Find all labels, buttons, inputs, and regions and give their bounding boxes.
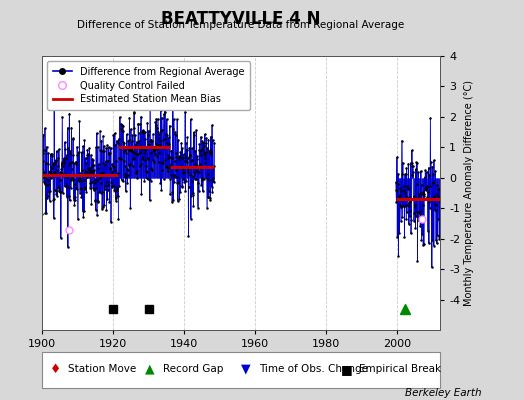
- Y-axis label: Monthly Temperature Anomaly Difference (°C): Monthly Temperature Anomaly Difference (…: [464, 80, 474, 306]
- Text: ■: ■: [341, 363, 352, 376]
- Text: BEATTYVILLE 4 N: BEATTYVILLE 4 N: [161, 10, 321, 28]
- Text: Empirical Break: Empirical Break: [358, 364, 441, 374]
- FancyBboxPatch shape: [42, 352, 440, 388]
- Text: Difference of Station Temperature Data from Regional Average: Difference of Station Temperature Data f…: [78, 20, 405, 30]
- Legend: Difference from Regional Average, Quality Control Failed, Estimated Station Mean: Difference from Regional Average, Qualit…: [47, 61, 250, 110]
- Text: Time of Obs. Change: Time of Obs. Change: [259, 364, 368, 374]
- Text: Berkeley Earth: Berkeley Earth: [406, 388, 482, 398]
- Text: Station Move: Station Move: [68, 364, 136, 374]
- Text: Record Gap: Record Gap: [163, 364, 224, 374]
- Text: ▼: ▼: [241, 363, 250, 376]
- Text: ▲: ▲: [146, 363, 155, 376]
- Text: ♦: ♦: [50, 363, 61, 376]
